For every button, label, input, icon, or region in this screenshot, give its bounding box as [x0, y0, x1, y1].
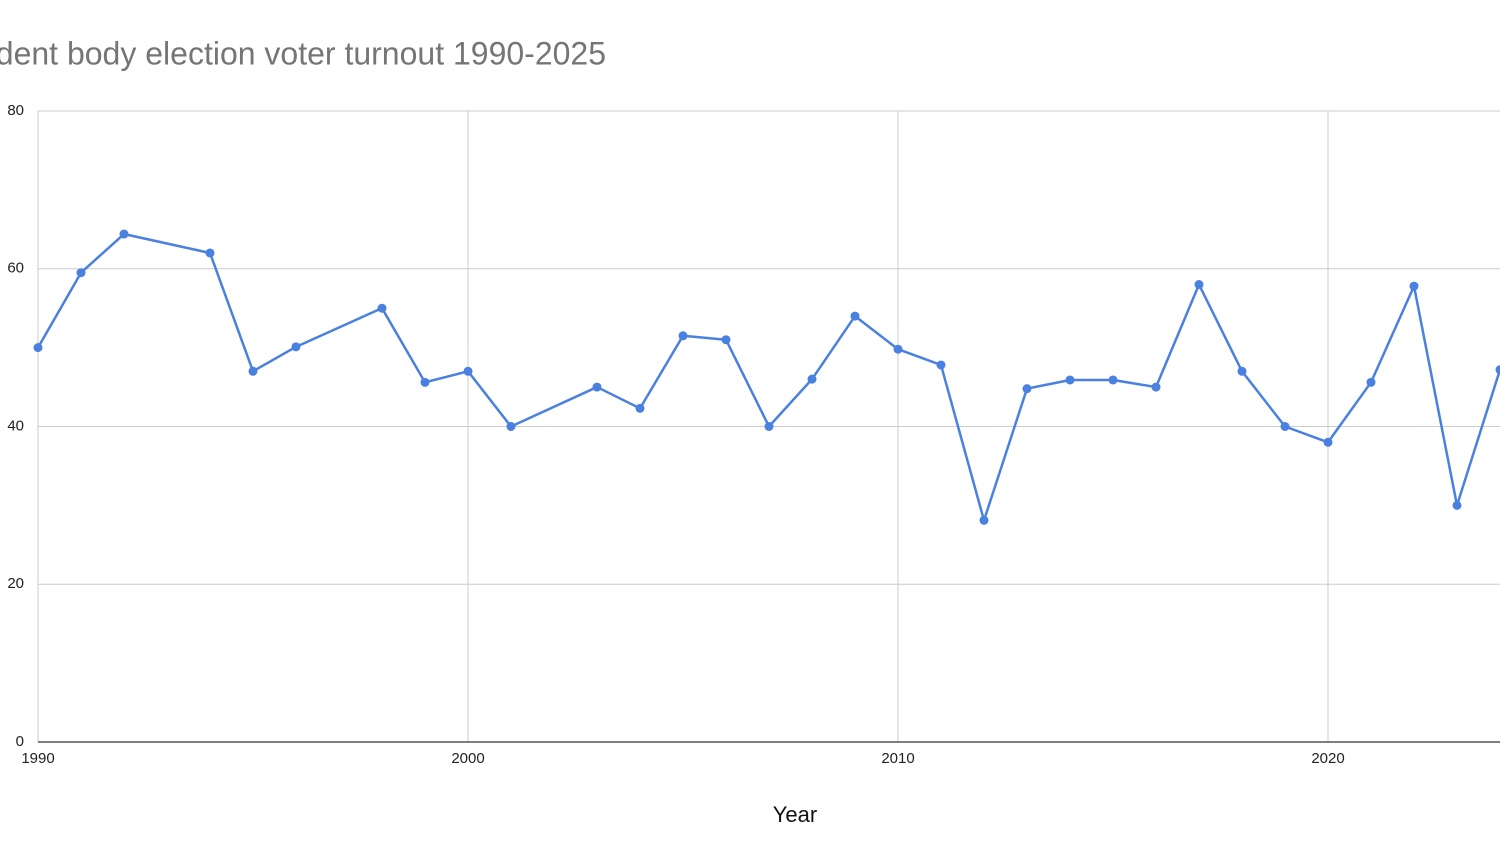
data-point — [764, 422, 774, 431]
x-axis-title: Year — [773, 802, 817, 827]
data-point — [506, 422, 516, 431]
data-point — [1108, 375, 1118, 385]
chart-title: Student body election voter turnout 1990… — [0, 35, 606, 71]
x-tick-label: 2000 — [451, 750, 484, 767]
x-tick-label: 1990 — [21, 750, 54, 767]
data-point — [463, 366, 473, 376]
data-point — [33, 343, 43, 353]
data-point — [635, 403, 645, 413]
data-point — [119, 229, 129, 239]
data-point — [936, 360, 946, 370]
data-point — [377, 303, 387, 313]
plot-area — [33, 229, 1500, 525]
data-point — [1495, 365, 1500, 375]
data-point — [76, 268, 86, 278]
data-point — [807, 374, 817, 384]
data-point — [1237, 366, 1247, 376]
data-point — [248, 366, 258, 376]
data-point — [678, 331, 688, 341]
data-point — [1151, 382, 1161, 392]
y-tick-label: 0 — [16, 733, 24, 750]
data-point — [1194, 280, 1204, 290]
data-point — [291, 342, 301, 352]
y-tick-label: 60 — [7, 260, 24, 277]
y-tick-label: 80 — [7, 102, 24, 119]
data-point — [850, 311, 860, 321]
y-tick-label: 20 — [7, 575, 24, 592]
data-point — [1452, 500, 1462, 510]
data-point — [1022, 384, 1032, 394]
data-point — [1409, 281, 1419, 291]
x-tick-label: 2010 — [881, 750, 914, 767]
data-point — [893, 344, 903, 354]
x-tick-label: 2020 — [1311, 750, 1344, 767]
data-point — [205, 248, 215, 258]
data-point — [1065, 375, 1075, 385]
line-series — [36, 232, 1500, 522]
y-tick-label: 40 — [7, 417, 24, 434]
data-point — [721, 335, 731, 345]
data-point — [420, 377, 430, 387]
data-point — [592, 382, 602, 392]
data-point — [1366, 377, 1376, 387]
data-point — [1280, 422, 1290, 431]
data-point — [1323, 437, 1333, 447]
data-point — [979, 515, 989, 525]
